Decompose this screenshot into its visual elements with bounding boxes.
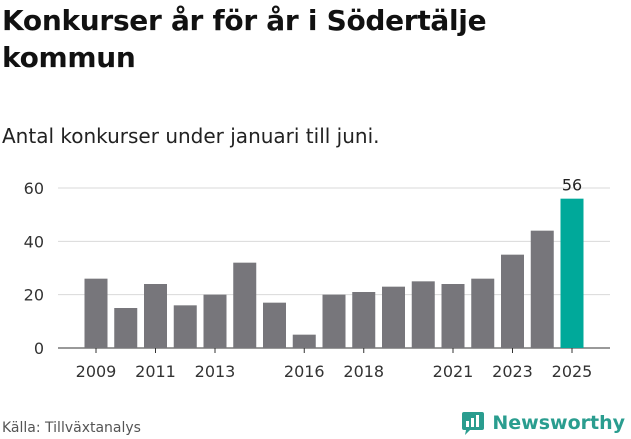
newsworthy-logo-icon: [462, 412, 485, 435]
y-tick-label: 0: [34, 339, 44, 358]
bar-2018: [352, 292, 376, 348]
x-tick-label: 2023: [492, 362, 533, 381]
x-tick-label: 2011: [135, 362, 176, 381]
bar-2020: [411, 281, 435, 348]
source-note: Källa: Tillväxtanalys: [2, 420, 141, 436]
x-tick-label: 2013: [195, 362, 236, 381]
brand-logo: Newsworthy: [460, 410, 625, 436]
y-tick-label: 40: [24, 232, 44, 251]
bar-2017: [322, 294, 346, 348]
bar-2012: [173, 305, 197, 348]
bar-2025: [560, 198, 584, 348]
bar-2015: [263, 302, 286, 348]
bar-2024: [530, 230, 554, 348]
x-tick-label: 2018: [343, 362, 384, 381]
bar-chart: 0 20 40 60 2009 2011 2013 2016 2018 2021 2023 2025 5…: [24, 176, 610, 381]
x-tick-label: 2009: [76, 362, 117, 381]
bar-2021: [441, 284, 465, 348]
bar-2019: [382, 286, 405, 348]
bar-2013: [203, 294, 227, 348]
chart-title: Konkurser år för år i Södertälje kommun: [2, 4, 487, 74]
data-label: 56: [562, 176, 582, 195]
chart-subtitle: Antal konkurser under januari till juni.: [2, 124, 380, 148]
x-tick-label: 2025: [552, 362, 593, 381]
bar-2010: [114, 308, 138, 348]
bar-2023: [501, 254, 524, 348]
bar-2011: [144, 284, 167, 348]
bar-2016: [292, 334, 316, 348]
bar-2014: [233, 262, 257, 348]
bar-2022: [471, 278, 495, 348]
x-tick-label: 2016: [284, 362, 325, 381]
x-tick-label: 2021: [433, 362, 474, 381]
bar-2009: [84, 278, 108, 348]
y-tick-label: 20: [24, 286, 44, 305]
brand-name: Newsworthy: [492, 412, 625, 434]
y-tick-label: 60: [24, 179, 44, 198]
